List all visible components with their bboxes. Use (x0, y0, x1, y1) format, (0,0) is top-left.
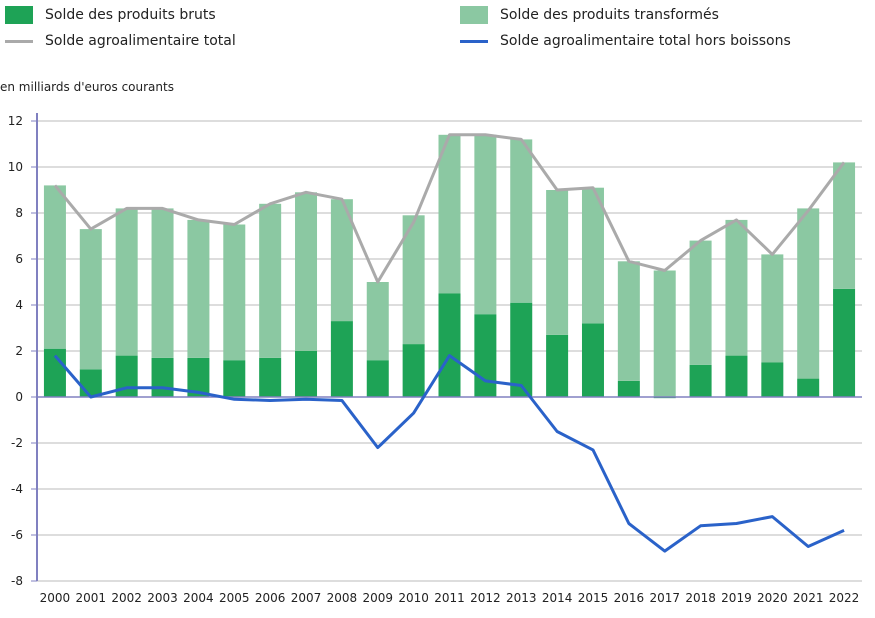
bar-transformes-2002 (115, 208, 138, 356)
legend-label-bruts: Solde des produits bruts (45, 7, 216, 23)
legend-label-transformes: Solde des produits transformés (500, 7, 719, 23)
bar-transformes-2010 (402, 215, 425, 345)
y-tick-label: 0 (15, 390, 23, 404)
bar-bruts-2018 (689, 364, 712, 397)
x-tick-label: 2015 (578, 591, 609, 605)
y-tick-label: 4 (15, 298, 23, 312)
bar-transformes-2007 (295, 192, 318, 351)
y-tick-label: 10 (8, 160, 23, 174)
bar-bruts-2009 (366, 360, 389, 397)
x-tick-label: 2008 (327, 591, 358, 605)
bar-transformes-2015 (581, 187, 604, 324)
x-tick-label: 2022 (829, 591, 860, 605)
x-tick-label: 2020 (757, 591, 788, 605)
x-tick-label: 2012 (470, 591, 501, 605)
bar-transformes-2013 (510, 139, 533, 303)
bar-bruts-2016 (617, 380, 640, 397)
bar-transformes-2000 (43, 185, 66, 349)
x-tick-label: 2000 (40, 591, 71, 605)
bar-bruts-2010 (402, 344, 425, 397)
legend-item-total: Solde agroalimentaire total (5, 33, 236, 49)
y-tick-label: -6 (11, 528, 23, 542)
bar-transformes-2003 (151, 208, 174, 358)
bar-bruts-2015 (581, 323, 604, 397)
x-tick-label: 2001 (76, 591, 107, 605)
bar-transformes-2016 (617, 261, 640, 381)
legend-label-hors-boissons: Solde agroalimentaire total hors boisson… (500, 33, 791, 49)
bar-bruts-2014 (546, 334, 569, 397)
bar-transformes-2021 (797, 208, 820, 379)
bar-transformes-2009 (366, 282, 389, 361)
legend-swatch-total (5, 39, 33, 43)
bar-transformes-2001 (79, 229, 102, 370)
bar-bruts-2001 (79, 369, 102, 397)
bar-bruts-2007 (295, 351, 318, 397)
bar-transformes-2014 (546, 190, 569, 335)
x-tick-label: 2018 (685, 591, 716, 605)
legend-label-total: Solde agroalimentaire total (45, 33, 236, 49)
x-tick-label: 2011 (434, 591, 465, 605)
legend-item-hors-boissons: Solde agroalimentaire total hors boisson… (460, 33, 791, 49)
bar-bruts-2011 (438, 293, 461, 397)
bar-transformes-2004 (187, 219, 210, 358)
x-tick-label: 2007 (291, 591, 322, 605)
bar-bruts-2013 (510, 302, 533, 397)
x-tick-label: 2005 (219, 591, 250, 605)
legend-swatch-transformes (460, 6, 488, 24)
x-tick-label: 2004 (183, 591, 214, 605)
bar-bruts-2022 (833, 288, 856, 397)
x-tick-label: 2017 (649, 591, 680, 605)
bar-bruts-2021 (797, 378, 820, 397)
x-tick-label: 2021 (793, 591, 824, 605)
bar-transformes-2022 (833, 162, 856, 289)
x-tick-label: 2014 (542, 591, 573, 605)
bar-bruts-2004 (187, 357, 210, 397)
bar-transformes-2005 (223, 224, 246, 361)
legend-item-transformes: Solde des produits transformés (460, 6, 719, 24)
x-tick-label: 2009 (362, 591, 393, 605)
bar-transformes-2006 (259, 203, 282, 358)
bar-bruts-2008 (330, 321, 353, 397)
y-tick-label: -4 (11, 482, 23, 496)
legend-swatch-hors-boissons (460, 39, 488, 43)
y-tick-label: 8 (15, 206, 23, 220)
bar-bruts-2003 (151, 357, 174, 397)
x-tick-label: 2006 (255, 591, 286, 605)
bar-bruts-2006 (259, 357, 282, 397)
bar-transformes-2019 (725, 219, 748, 356)
bar-transformes-2008 (330, 199, 353, 322)
bar-bruts-2019 (725, 355, 748, 397)
x-tick-label: 2002 (111, 591, 142, 605)
bar-transformes-2020 (761, 254, 784, 363)
bar-bruts-2005 (223, 360, 246, 397)
bar-transformes-2018 (689, 240, 712, 365)
y-tick-label: 6 (15, 252, 23, 266)
y-tick-label: 2 (15, 344, 23, 358)
x-tick-label: 2016 (614, 591, 645, 605)
bar-bruts-2012 (474, 314, 497, 397)
legend-swatch-bruts (5, 6, 33, 24)
y-tick-label: -2 (11, 436, 23, 450)
x-tick-label: 2013 (506, 591, 537, 605)
y-axis-label: en milliards d'euros courants (0, 80, 174, 94)
bar-bruts-2020 (761, 362, 784, 397)
y-tick-label: 12 (8, 114, 23, 128)
legend-item-bruts: Solde des produits bruts (5, 6, 216, 24)
y-tick-label: -8 (11, 574, 23, 588)
bar-transformes-2017 (653, 270, 676, 397)
bar-transformes-2011 (438, 134, 461, 294)
x-tick-label: 2003 (147, 591, 178, 605)
bar-transformes-2012 (474, 134, 497, 315)
x-tick-label: 2019 (721, 591, 752, 605)
x-tick-label: 2010 (398, 591, 429, 605)
